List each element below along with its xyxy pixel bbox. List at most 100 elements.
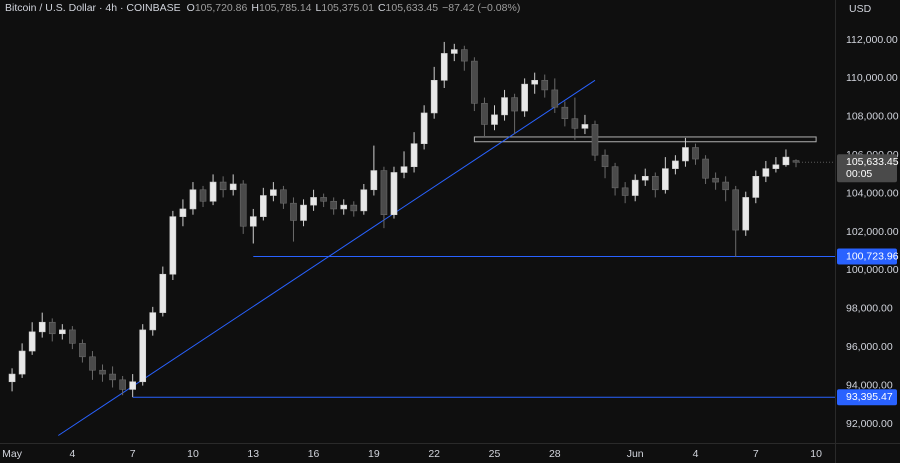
level-label: 93,395.47 [846,391,893,403]
candle-body [79,343,86,358]
candle-body [260,195,267,217]
x-tick-label: 16 [308,448,320,460]
x-tick-label: 13 [247,448,259,460]
y-tick-label: 112,000.00 [846,34,898,46]
candle-body [491,114,498,125]
candle-body [410,143,418,168]
resistance-zone [473,136,817,143]
currency-bg [842,0,900,17]
candle-body [219,181,227,191]
candle-body [762,168,770,177]
candle-body [48,321,56,335]
candle-body [551,89,559,108]
candle-body [350,204,358,212]
candle-body [340,204,348,210]
symbol: Bitcoin / U.S. Dollar · 4h · COINBASE [5,2,181,14]
candle-body [641,176,649,181]
candle-body [450,49,458,54]
x-tick-label: 28 [549,448,561,460]
ohlc-label: C [378,2,386,14]
candle-body [380,170,388,216]
candle-body [400,166,408,173]
candle-body [209,181,217,202]
candle-body [360,189,368,212]
candle-body [330,200,337,210]
candle-body [461,49,468,62]
candle-body [8,373,16,383]
candle-body [169,216,177,275]
candle-body [179,208,187,217]
candle-body [119,379,126,390]
level-tag [837,389,897,406]
candle-body [621,187,629,196]
candle-body [732,189,740,231]
candle-body [481,103,488,125]
x-tick-label: 7 [130,448,136,460]
candle-body [199,189,207,202]
x-tick-label: 4 [69,448,75,460]
ohlc-value: 105,633.45 [386,2,439,14]
axes: 92,000.00 94,000.00 96,000.00 98,000.00 100,… [2,34,899,460]
ohlc-label: O [187,2,195,14]
candle-body [229,183,237,191]
candle-body [601,154,609,168]
candle-body [28,331,36,352]
candle-body [300,204,307,221]
candle-body [511,97,518,112]
plot-area [8,41,835,436]
candle-body [521,83,528,112]
level-label: 100,723.96 [846,250,899,262]
x-tick-label: May [2,448,23,460]
candle-body [571,118,579,129]
y-tick-label: 96,000.00 [846,341,893,353]
candle-body [109,373,116,381]
ohlc-value: 105,785.14 [259,2,312,14]
candle-body [290,202,297,221]
candle-body [742,197,750,231]
candle-body [139,329,147,383]
candle-body [69,329,76,344]
candle-body [310,197,317,206]
candle-body [280,189,287,204]
candle-body [58,329,66,335]
candle-body [782,156,790,166]
y-tick-label: 94,000.00 [846,379,893,391]
countdown: 00:05 [846,168,872,180]
level-tag [837,248,897,265]
candle-body [18,350,26,375]
candle-body [430,80,438,114]
y-tick-label: 98,000.00 [846,303,893,315]
y-tick-label: 104,000.00 [846,187,899,199]
candle-body [541,80,549,91]
candle-body [129,381,136,390]
candle-body [682,147,689,162]
y-tick-label: 108,000.00 [846,111,899,123]
candle-body [89,356,96,371]
ohlc-label: L [316,2,322,14]
x-tick-label: 10 [810,448,822,460]
candle-body [672,160,679,169]
candle-body [752,176,760,198]
candle-body [320,197,327,202]
x-tick-label: 10 [187,448,199,460]
candle-body [651,176,659,191]
x-tick-label: 4 [693,448,699,460]
y-tick-label: 102,000.00 [846,226,899,238]
candle-body [561,106,569,120]
x-tick-label: 22 [428,448,440,460]
last-price-label: 105,633.45 [846,156,899,168]
candle-body [692,147,699,160]
candle-body [531,80,539,85]
change: −87.42 (−0.08%) [442,2,520,14]
last-price-tag [837,154,897,183]
y-tick-label: 100,000.00 [846,264,899,276]
x-tick-label: 19 [368,448,380,460]
y-tick-label: 92,000.00 [846,418,893,430]
candle-body [722,181,729,191]
candle-body [471,60,478,104]
candle-body [189,189,197,210]
candle-body [631,179,639,196]
trendline [58,79,596,436]
ohlc-value: 105,375.01 [321,2,374,14]
